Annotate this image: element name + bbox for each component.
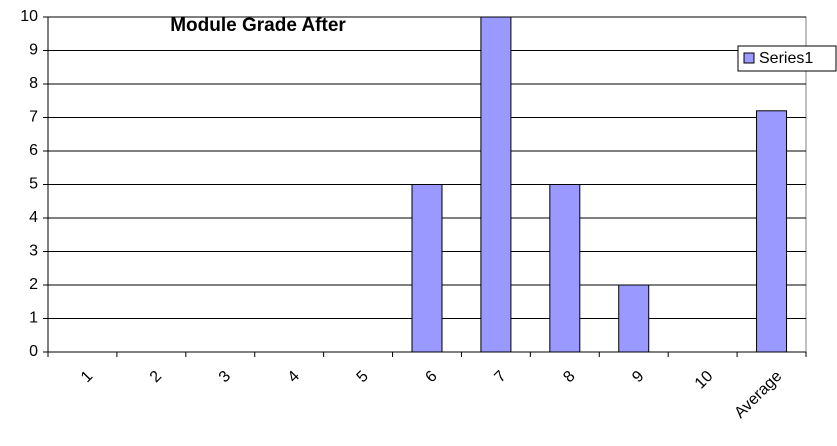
- y-tick-label: 1: [29, 310, 38, 327]
- legend-swatch: [743, 52, 755, 64]
- y-tick-label: 5: [29, 176, 38, 193]
- x-tick-label: Average: [731, 368, 785, 422]
- x-tick-label: 7: [491, 368, 509, 386]
- legend-label: Series1: [759, 50, 813, 67]
- y-tick-label: 8: [29, 75, 38, 92]
- x-tick-label: 4: [285, 368, 303, 386]
- x-tick-label: 3: [216, 368, 234, 386]
- y-tick-label: 7: [29, 109, 38, 126]
- y-tick-label: 9: [29, 42, 38, 59]
- x-tick-label: 2: [147, 368, 165, 386]
- x-tick-label: 5: [354, 368, 372, 386]
- bar: [618, 284, 650, 353]
- x-tick-label: 9: [629, 368, 647, 386]
- y-tick-label: 2: [29, 276, 38, 293]
- chart-title: Module Grade After: [170, 15, 346, 36]
- y-tick-label: 6: [29, 142, 38, 159]
- bar: [549, 184, 581, 353]
- bar: [480, 16, 512, 353]
- y-tick-label: 4: [29, 209, 38, 226]
- y-tick-label: 3: [29, 243, 38, 260]
- x-tick-label: 8: [560, 368, 578, 386]
- y-tick-label: 0: [29, 343, 38, 360]
- bar: [411, 184, 443, 353]
- x-tick-label: 6: [422, 368, 440, 386]
- x-tick-label: 1: [78, 368, 96, 386]
- x-tick-label: 10: [692, 368, 717, 393]
- bar: [756, 110, 788, 353]
- y-tick-label: 10: [20, 8, 38, 25]
